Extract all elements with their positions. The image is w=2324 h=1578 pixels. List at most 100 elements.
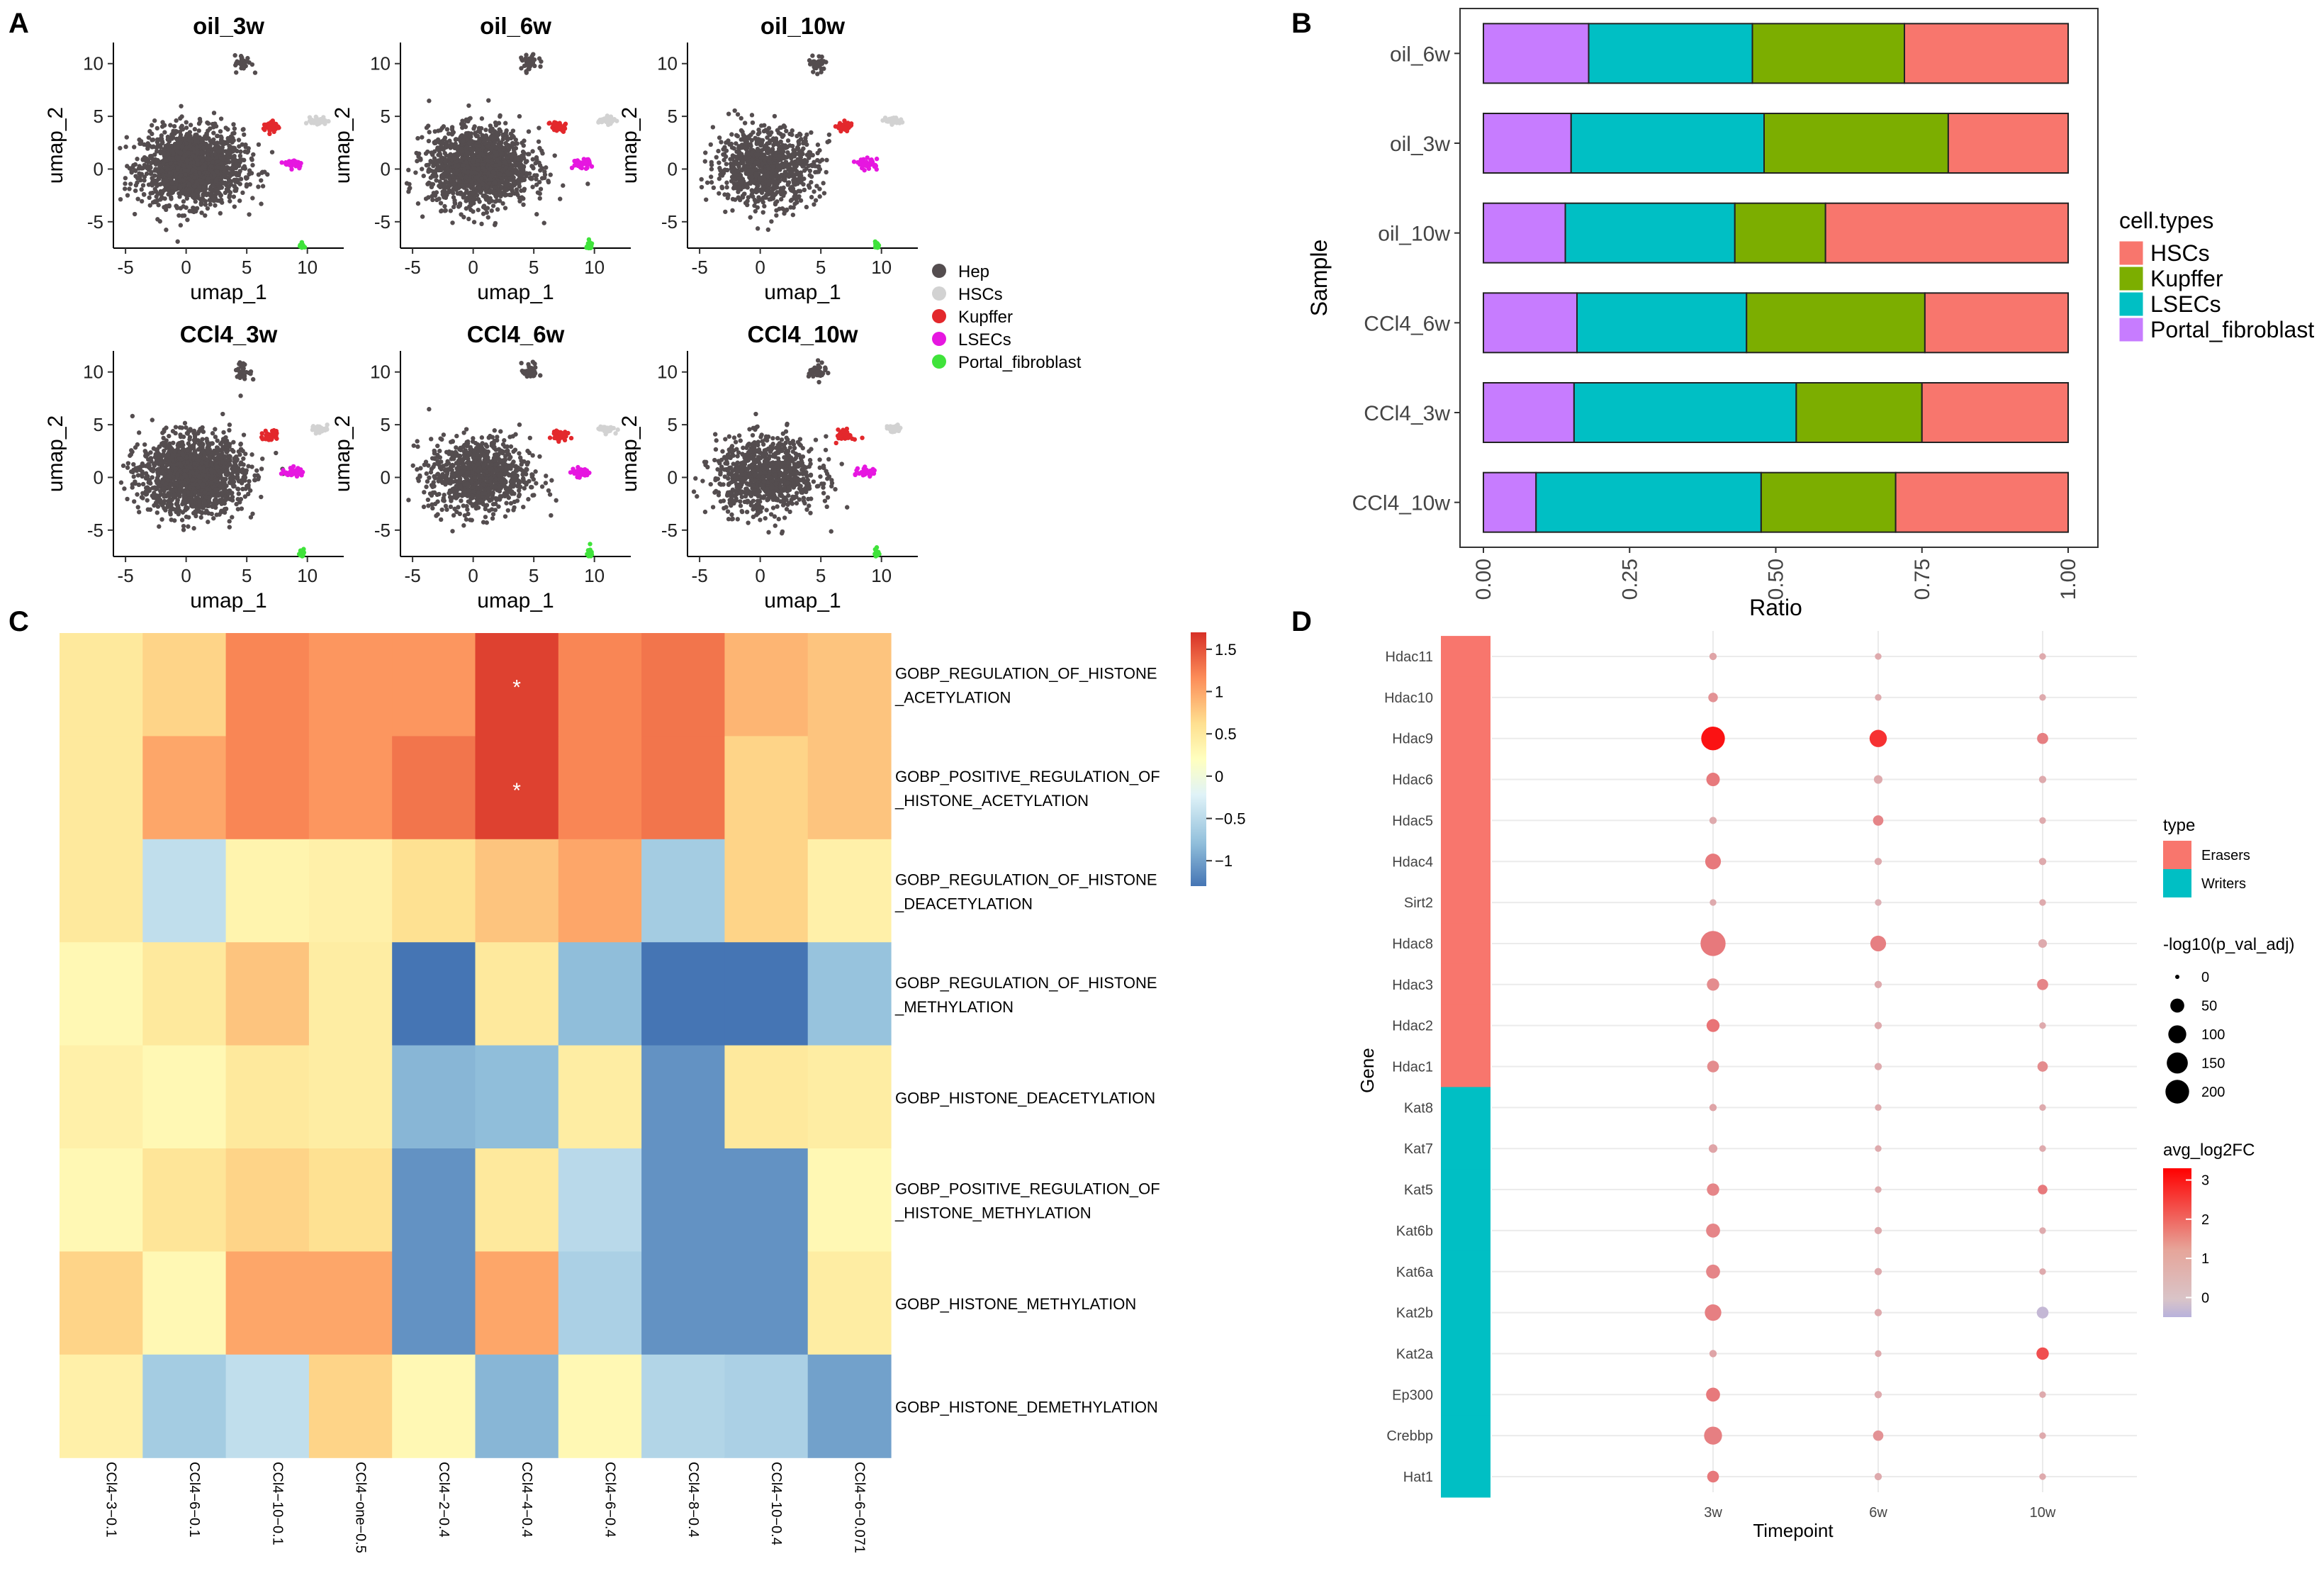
- cell-point: [768, 139, 773, 144]
- cell-point: [142, 178, 147, 183]
- cell-point: [758, 138, 763, 143]
- cell-point: [144, 156, 149, 161]
- cell-point: [216, 165, 221, 170]
- cell-point: [446, 131, 451, 136]
- cell-point: [174, 203, 179, 208]
- cell-point: [709, 167, 714, 172]
- cell-point: [796, 189, 802, 194]
- cell-point: [538, 168, 543, 173]
- cell-point: [423, 196, 429, 201]
- cell-point: [468, 134, 473, 140]
- cell-point: [191, 175, 197, 180]
- cell-point: [162, 165, 167, 170]
- cell-point: [210, 125, 216, 130]
- cell-point: [488, 127, 493, 133]
- cell-point: [160, 120, 165, 125]
- cell-point: [198, 196, 203, 201]
- cell-point: [218, 140, 223, 145]
- cell-point: [437, 184, 442, 189]
- cell-point: [191, 184, 197, 189]
- cell-point: [517, 198, 522, 204]
- cell-point: [464, 174, 468, 180]
- cell-point: [150, 131, 155, 137]
- cell-point: [196, 128, 201, 133]
- cell-point: [206, 176, 210, 181]
- panel-label-c: C: [9, 606, 29, 637]
- cell-point: [809, 130, 814, 135]
- cell-point: [415, 135, 420, 141]
- cell-point: [150, 145, 155, 150]
- cell-point: [483, 148, 488, 153]
- cell-point: [130, 164, 135, 170]
- cell-point: [435, 137, 441, 142]
- cell-point: [136, 510, 142, 515]
- cell-point: [169, 136, 175, 141]
- cell-point: [132, 211, 137, 217]
- cell-point: [420, 135, 425, 140]
- cell-point: [778, 196, 784, 202]
- cell-point: [531, 166, 536, 171]
- y-tick-label: 10: [83, 53, 103, 74]
- cell-point: [448, 208, 454, 213]
- cell-point: [218, 211, 223, 216]
- cell-point: [135, 196, 140, 201]
- cell-point: [299, 245, 305, 250]
- cell-point: [524, 171, 529, 176]
- cell-point: [537, 56, 542, 61]
- cell-point: [517, 164, 522, 169]
- cell-point: [174, 179, 179, 184]
- cell-point: [769, 130, 774, 135]
- cell-point: [309, 121, 314, 125]
- cell-point: [772, 113, 778, 119]
- cell-point: [215, 133, 220, 139]
- cell-point: [182, 420, 188, 426]
- cell-point: [428, 158, 433, 164]
- cell-point: [174, 118, 179, 123]
- cell-point: [232, 126, 237, 131]
- cell-point: [509, 185, 515, 191]
- cell-point: [813, 198, 819, 203]
- y-axis-title: umap_2: [331, 107, 354, 184]
- cell-point: [825, 140, 830, 145]
- cell-point: [790, 188, 795, 194]
- cell-point: [449, 189, 455, 194]
- cell-point: [466, 140, 472, 146]
- cell-point: [522, 63, 527, 69]
- cell-point: [139, 141, 144, 146]
- cell-point: [534, 182, 539, 187]
- cell-point: [201, 145, 206, 150]
- cell-point: [132, 145, 137, 150]
- cell-point: [238, 149, 243, 155]
- cell-point: [256, 172, 262, 177]
- cell-point: [802, 157, 807, 163]
- cell-point: [158, 145, 163, 150]
- cell-point: [133, 174, 138, 179]
- cell-point: [444, 127, 450, 132]
- cell-point: [510, 152, 516, 158]
- cell-point: [145, 146, 150, 151]
- cell-point: [188, 123, 193, 128]
- cell-point: [449, 127, 455, 132]
- cell-point: [795, 157, 800, 162]
- cell-point: [774, 213, 779, 218]
- cell-point: [569, 165, 575, 171]
- cell-point: [249, 62, 255, 67]
- cell-point: [740, 194, 746, 198]
- cell-point: [517, 181, 522, 186]
- cell-point: [709, 180, 714, 185]
- cell-point: [453, 137, 459, 142]
- cell-point: [802, 187, 807, 193]
- cell-point: [758, 142, 763, 148]
- cell-point: [729, 179, 734, 184]
- cell-point: [717, 160, 722, 165]
- cell-point: [833, 124, 838, 129]
- cell-point: [124, 135, 129, 140]
- cell-point: [782, 124, 787, 130]
- cell-point: [875, 242, 881, 247]
- cell-point: [145, 165, 150, 171]
- cell-point: [537, 191, 542, 196]
- cell-point: [848, 121, 854, 126]
- cell-point: [425, 149, 430, 155]
- cell-point: [699, 184, 705, 190]
- cell-point: [780, 162, 785, 167]
